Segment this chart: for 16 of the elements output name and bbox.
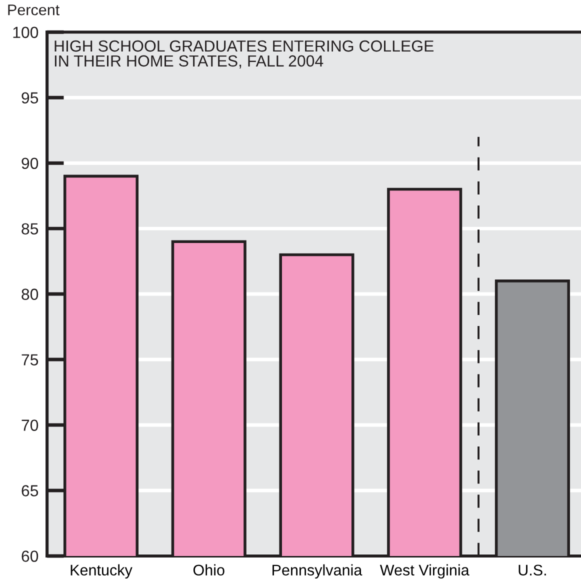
x-tick-label: U.S. [518,564,546,576]
x-tick-label: West Virginia [380,564,470,579]
x-tick-label: Kentucky [70,564,132,579]
text: HIGH SCHOOL GRADUATES ENTERING COLLEGE IN THEIR HOME STATES, FALL 2004 [54,40,434,68]
y-tick-label: 60 [22,550,38,562]
y-tick-label: 75 [22,354,38,366]
y-tick-label: 80 [22,288,38,300]
y-tick-label: 95 [22,92,38,104]
y-tick-label: 90 [22,158,38,170]
x-tick-label: Pennsylvania [272,564,362,579]
y-tick-label: 70 [22,420,38,431]
y-axis-title: Percent [8,4,60,16]
y-tick-label: 65 [22,485,38,496]
y-tick-label: 85 [22,223,38,235]
x-tick-label: Ohio [193,564,224,576]
y-tick-label: 100 [13,26,38,38]
